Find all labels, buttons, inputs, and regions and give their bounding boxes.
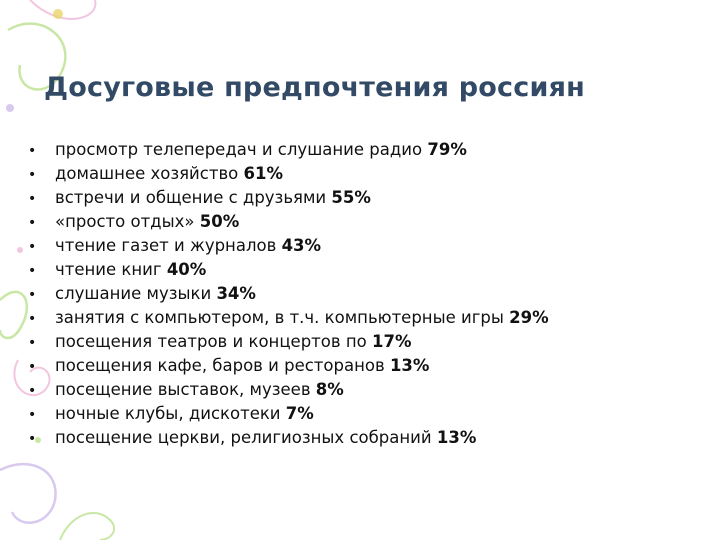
- item-percentage: 29%: [509, 308, 549, 327]
- bullet-icon: •: [28, 167, 37, 183]
- leaf-decoration: [0, 290, 29, 340]
- dot-decoration: [6, 104, 14, 112]
- list-item: • занятия с компьютером, в т.ч. компьютер…: [28, 308, 708, 332]
- item-label: слушание музыки: [55, 284, 217, 303]
- item-label: занятия с компьютером, в т.ч. компьютерн…: [55, 308, 510, 327]
- list-item: • посещение выставок, музеев 8%: [28, 380, 708, 404]
- item-percentage: 43%: [281, 236, 322, 255]
- bullet-icon: •: [28, 407, 37, 423]
- list-item: • чтение книг 40%: [28, 260, 708, 284]
- bullet-icon: •: [28, 143, 37, 159]
- bullet-icon: •: [28, 335, 37, 351]
- item-label: просмотр телепередач и слушание радио: [55, 140, 428, 159]
- leaf-decoration-bottom: [59, 511, 116, 540]
- item-label: «просто отдых»: [55, 212, 200, 231]
- item-percentage: 50%: [199, 212, 240, 231]
- item-percentage: 8%: [315, 380, 344, 399]
- dot-decoration: [17, 247, 23, 253]
- bullet-icon: •: [28, 215, 37, 231]
- swirl-decoration-top-2: [29, 0, 97, 20]
- item-percentage: 79%: [427, 140, 467, 159]
- leisure-preferences-list: • просмотр телепередач и слушание радио 7…: [28, 140, 708, 452]
- item-label: посещения театров и концертов по: [55, 332, 372, 351]
- list-item: • слушание музыки 34%: [28, 284, 708, 308]
- list-item: • «просто отдых» 50%: [28, 212, 708, 236]
- item-percentage: 55%: [331, 188, 371, 207]
- bullet-icon: •: [28, 263, 37, 279]
- item-label: посещение выставок, музеев: [55, 380, 316, 399]
- bullet-icon: •: [28, 359, 37, 375]
- item-label: чтение газет и журналов: [55, 236, 282, 255]
- item-percentage: 40%: [166, 260, 207, 279]
- slide-title: Досуговые предпочтения россиян: [44, 72, 585, 103]
- bullet-icon: •: [28, 191, 37, 207]
- item-label: ночные клубы, дискотеки: [55, 404, 286, 423]
- list-item: • встречи и общение с друзьями 55%: [28, 188, 708, 212]
- item-percentage: 61%: [243, 164, 284, 183]
- bullet-icon: •: [28, 239, 37, 255]
- item-label: домашнее хозяйство: [55, 164, 244, 183]
- bullet-icon: •: [28, 311, 37, 327]
- swirl-decoration-bottom: [0, 462, 57, 524]
- dot-decoration: [53, 9, 63, 19]
- list-item: • посещения театров и концертов по 17%: [28, 332, 708, 356]
- bullet-icon: •: [28, 383, 37, 399]
- list-item: • чтение газет и журналов 43%: [28, 236, 708, 260]
- list-item: • посещение церкви, религиозных собраний …: [28, 428, 708, 452]
- item-label: посещение церкви, религиозных собраний: [55, 428, 437, 447]
- list-item: • посещения кафе, баров и ресторанов 13%: [28, 356, 708, 380]
- list-item: • просмотр телепередач и слушание радио 7…: [28, 140, 708, 164]
- item-label: посещения кафе, баров и ресторанов: [55, 356, 390, 375]
- item-percentage: 13%: [436, 428, 477, 447]
- item-label: чтение книг: [55, 260, 167, 279]
- item-percentage: 7%: [285, 404, 314, 423]
- bullet-icon: •: [28, 431, 37, 447]
- list-item: • ночные клубы, дискотеки 7%: [28, 404, 708, 428]
- item-percentage: 13%: [389, 356, 430, 375]
- list-item: • домашнее хозяйство 61%: [28, 164, 708, 188]
- item-label: встречи и общение с друзьями: [55, 188, 332, 207]
- item-percentage: 34%: [216, 284, 256, 303]
- item-percentage: 17%: [371, 332, 412, 351]
- bullet-icon: •: [28, 287, 37, 303]
